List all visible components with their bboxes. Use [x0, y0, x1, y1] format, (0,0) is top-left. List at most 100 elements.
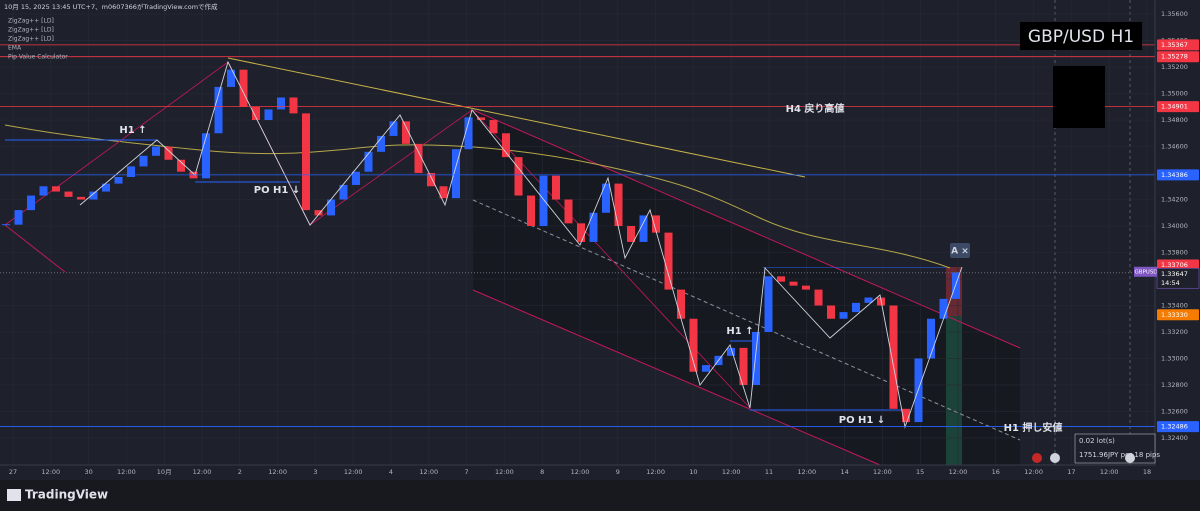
footer [0, 480, 1200, 511]
candle [364, 151, 373, 172]
candle [614, 183, 623, 227]
candle [752, 331, 760, 385]
candle [89, 191, 98, 200]
annotation: PO H1 ↓ [839, 415, 886, 426]
channel-mid [472, 199, 1021, 441]
indicator: Pip Value Calculator [8, 54, 68, 61]
candle [764, 276, 773, 332]
current-symbol: GBPUSD [1134, 269, 1157, 275]
brand: TradingView [25, 488, 108, 502]
y-tick-label: 1.35000 [1161, 90, 1188, 98]
price-tag-label: 1.34901 [1161, 103, 1188, 111]
event-icon[interactable] [1032, 453, 1042, 463]
price-axis [1155, 0, 1200, 465]
event-icon[interactable] [1125, 453, 1135, 463]
candle [902, 408, 910, 423]
trendline [4, 224, 66, 273]
candle [652, 215, 660, 233]
position-tool[interactable] [950, 243, 970, 258]
profit-zone [946, 316, 962, 465]
x-tick-label: 16 [992, 468, 1000, 476]
event-icon[interactable] [1050, 453, 1060, 463]
candle [252, 106, 260, 121]
candle [39, 186, 48, 196]
candle [277, 97, 285, 110]
price-tag-label: 1.33330 [1161, 311, 1188, 319]
countdown: 14:54 [1161, 279, 1180, 287]
x-tick-label: 12:00 [344, 468, 363, 476]
price-tag-label: 1.32486 [1161, 423, 1188, 431]
candle [702, 365, 710, 372]
x-tick-label: 12:00 [722, 468, 741, 476]
candle [864, 297, 873, 303]
candle [414, 143, 423, 174]
candle [289, 97, 298, 114]
candle [589, 212, 598, 242]
indicator: EMA [8, 45, 22, 52]
candle [439, 186, 448, 199]
position-tool-label[interactable]: A × [951, 247, 969, 257]
indicator: ZigZag++ [LD] [8, 36, 54, 43]
candle [314, 210, 323, 216]
x-tick-label: 3 [313, 468, 317, 476]
indicator: ZigZag++ [LD] [8, 18, 54, 25]
candle [539, 175, 548, 227]
zigzag [79, 60, 963, 429]
x-tick-label: 17 [1067, 468, 1075, 476]
moving-average [4, 124, 951, 269]
chart-title: GBP/USD H1 [1028, 27, 1134, 47]
y-tick-label: 1.33200 [1161, 328, 1188, 336]
price-tag [1157, 39, 1199, 51]
x-tick-label: 12:00 [495, 468, 514, 476]
x-tick-label: 27 [9, 468, 17, 476]
x-tick-label: 12:00 [1100, 468, 1119, 476]
x-tick-label: 11 [765, 468, 773, 476]
price-tag [1157, 51, 1199, 63]
price-tag-label: 1.35278 [1161, 53, 1188, 61]
candle [814, 289, 823, 306]
price-tag [1157, 169, 1199, 181]
candle [327, 199, 335, 216]
candle [202, 133, 210, 179]
trendline [227, 57, 806, 178]
price-tag-label: 1.33706 [1161, 261, 1188, 269]
x-tick-label: 15 [916, 468, 924, 476]
annotation: H1 ↑ [119, 125, 146, 136]
candle [527, 195, 535, 227]
price-tag [1157, 101, 1199, 113]
x-tick-label: 2 [238, 468, 242, 476]
price-tag-label: 1.34386 [1161, 171, 1188, 179]
x-tick-label: 12:00 [873, 468, 892, 476]
x-tick-label: 12:00 [797, 468, 816, 476]
x-tick-label: 14 [840, 468, 848, 476]
annotation: H4 戻り高値 [786, 102, 845, 115]
title-box [1020, 22, 1142, 50]
candle [52, 186, 60, 192]
y-tick-label: 1.35600 [1161, 10, 1188, 18]
candle [827, 305, 835, 319]
candle [927, 318, 935, 359]
candle [952, 272, 960, 299]
candle [639, 215, 648, 242]
candle [789, 281, 798, 286]
candle [139, 155, 148, 167]
price-tag-label: 1.35367 [1161, 41, 1188, 49]
x-tick-label: 12:00 [117, 468, 136, 476]
y-tick-label: 1.33400 [1161, 301, 1188, 309]
candle [464, 117, 473, 150]
candle [302, 113, 310, 211]
caption: 10月 15, 2025 13:45 UTC+7、m0607366がTradin… [4, 2, 218, 11]
annotation: H1 押し安値 [1004, 421, 1063, 434]
y-tick-label: 1.33800 [1161, 249, 1188, 257]
candle [689, 318, 698, 372]
candle [352, 171, 360, 185]
candle [177, 159, 185, 172]
candle [502, 133, 510, 158]
candle [152, 146, 160, 156]
current-price-tag [1156, 267, 1200, 289]
candle [802, 285, 810, 290]
y-tick-label: 1.34200 [1161, 196, 1188, 204]
level-line [763, 267, 946, 268]
price-tag [1157, 421, 1199, 433]
